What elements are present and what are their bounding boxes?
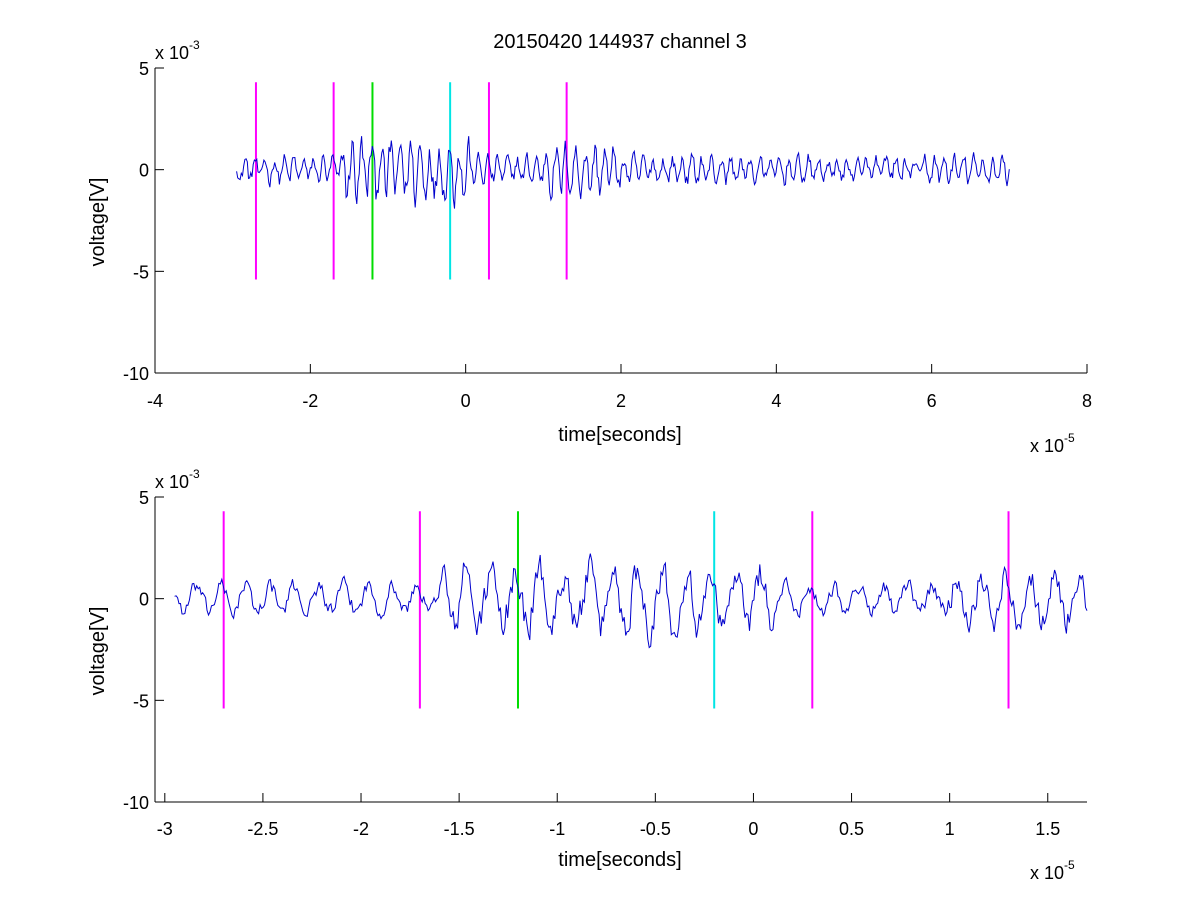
top-plot-markers [254,82,568,280]
bottom-plot-y-tick-label: 5 [139,488,149,508]
bottom-plot-y-exponent: x 10-3 [155,467,200,492]
bottom-plot-x-tick-label: -2 [353,819,369,839]
bottom-plot-x-exponent: x 10-5 [1030,858,1075,883]
top-plot-y-tick-label: -10 [123,364,149,384]
bottom-plot-y-exponent-power: -3 [189,467,200,481]
bottom-plot-x-exponent-power: -5 [1064,858,1075,872]
bottom-plot-x-tick-label: -2.5 [247,819,278,839]
top-plot-y-exponent-power: -3 [189,38,200,52]
bottom-plot-y-tick-label: -10 [123,793,149,813]
bottom-plot-x-exponent-base: x 10 [1030,863,1064,883]
bottom-plot-y-tick-label: -5 [133,691,149,711]
top-plot-x-tick-label: 6 [927,391,937,411]
bottom-plot-x-tick-label: -0.5 [640,819,671,839]
bottom-plot-x-tick-label: 1.5 [1035,819,1060,839]
bottom-plot-y-exponent-base: x 10 [155,472,189,492]
bottom-plot-x-tick-label: -1 [549,819,565,839]
top-plot-y-tick-label: 5 [139,59,149,79]
bottom-plot-x-tick-label: -1.5 [444,819,475,839]
bottom-plot-markers [222,511,1010,709]
top-plot-x-tick-label: -2 [302,391,318,411]
top-plot-x-axis-label: time[seconds] [558,424,681,446]
top-plot-x-tick-label: 0 [461,391,471,411]
top-plot-y-exponent: x 10-3 [155,38,200,63]
top-plot-x-exponent: x 10-5 [1030,431,1075,456]
top-plot-y-tick-label: -5 [133,262,149,282]
bottom-plot-x-ticks: -3 -2.5 -2 -1.5 -1 -0.5 0 0.5 1 1.5 [157,793,1060,839]
bottom-plot-axes [154,497,1087,803]
top-plot-x-exponent-power: -5 [1064,431,1075,445]
top-plot-y-axis-label: voltage[V] [87,178,109,267]
top-plot-x-tick-label: -4 [147,391,163,411]
bottom-plot-x-axis-label: time[seconds] [558,849,681,871]
bottom-plot-x-tick-label: 0 [748,819,758,839]
chart-title: 20150420 144937 channel 3 [493,31,747,53]
top-plot: 20150420 144937 channel 3 -4 -2 0 2 4 6 8 -10-… [87,31,1092,456]
top-plot-y-tick-label: 0 [139,161,149,181]
bottom-plot-x-tick-label: 1 [945,819,955,839]
bottom-plot-y-tick-label: 0 [139,590,149,610]
top-plot-x-tick-label: 8 [1082,391,1092,411]
top-plot-x-tick-label: 4 [771,391,781,411]
bottom-plot-y-axis-label: voltage[V] [87,607,109,696]
bottom-plot-y-ticks: -10 -5 0 5 [123,488,164,813]
top-plot-y-exponent-base: x 10 [155,43,189,63]
top-plot-y-ticks: -10 -5 0 5 [123,59,164,384]
top-plot-x-tick-label: 2 [616,391,626,411]
top-plot-x-exponent-base: x 10 [1030,436,1064,456]
bottom-plot-x-tick-label: 0.5 [839,819,864,839]
top-plot-x-ticks: -4 -2 0 2 4 6 8 [147,364,1092,411]
bottom-plot: -3 -2.5 -2 -1.5 -1 -0.5 0 0.5 1 1.5 -10 -5 0 5 time[… [87,467,1088,883]
top-plot-signal-trace [236,136,1010,209]
bottom-plot-x-tick-label: -3 [157,819,173,839]
bottom-plot-signal-trace [174,553,1088,649]
